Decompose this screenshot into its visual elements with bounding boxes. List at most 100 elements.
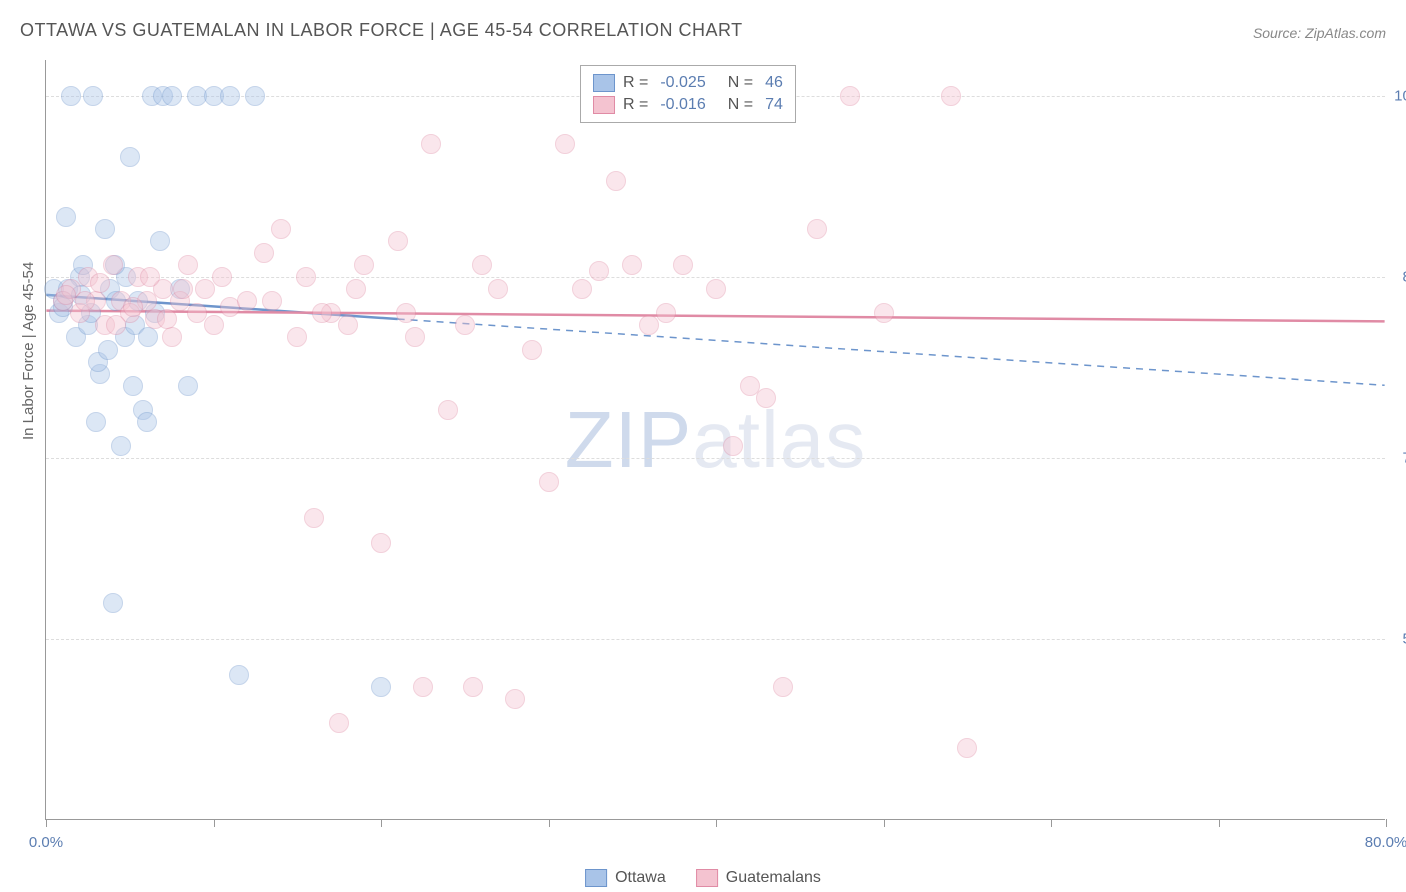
bottom-legend-item: Ottawa bbox=[585, 869, 666, 887]
scatter-point bbox=[173, 279, 193, 299]
scatter-point bbox=[98, 340, 118, 360]
legend-label: Ottawa bbox=[615, 869, 666, 887]
x-tick bbox=[1386, 819, 1387, 827]
scatter-point bbox=[157, 309, 177, 329]
scatter-point bbox=[539, 472, 559, 492]
scatter-point bbox=[106, 315, 126, 335]
scatter-point bbox=[178, 255, 198, 275]
grid-line bbox=[46, 277, 1385, 278]
n-value: 74 bbox=[765, 96, 783, 114]
x-tick bbox=[1219, 819, 1220, 827]
scatter-point bbox=[120, 147, 140, 167]
scatter-point bbox=[245, 86, 265, 106]
r-value: -0.016 bbox=[660, 96, 705, 114]
scatter-point bbox=[271, 219, 291, 239]
scatter-point bbox=[212, 267, 232, 287]
scatter-point bbox=[137, 412, 157, 432]
scatter-point bbox=[572, 279, 592, 299]
scatter-point bbox=[83, 86, 103, 106]
scatter-point bbox=[229, 665, 249, 685]
scatter-point bbox=[622, 255, 642, 275]
scatter-point bbox=[455, 315, 475, 335]
scatter-point bbox=[438, 400, 458, 420]
stats-legend: R =-0.025N =46R =-0.016N =74 bbox=[580, 65, 796, 123]
r-label: R = bbox=[623, 96, 648, 114]
scatter-point bbox=[606, 171, 626, 191]
scatter-point bbox=[472, 255, 492, 275]
scatter-point bbox=[371, 533, 391, 553]
scatter-point bbox=[673, 255, 693, 275]
scatter-point bbox=[75, 291, 95, 311]
scatter-point bbox=[505, 689, 525, 709]
scatter-point bbox=[86, 412, 106, 432]
scatter-point bbox=[123, 297, 143, 317]
stats-legend-row: R =-0.025N =46 bbox=[593, 72, 783, 94]
scatter-point bbox=[773, 677, 793, 697]
n-label: N = bbox=[728, 74, 753, 92]
y-tick-label: 85.0% bbox=[1402, 269, 1406, 286]
scatter-point bbox=[262, 291, 282, 311]
x-tick bbox=[381, 819, 382, 827]
scatter-point bbox=[405, 327, 425, 347]
scatter-point bbox=[488, 279, 508, 299]
scatter-point bbox=[840, 86, 860, 106]
x-tick bbox=[716, 819, 717, 827]
scatter-point bbox=[111, 436, 131, 456]
scatter-point bbox=[555, 134, 575, 154]
scatter-point bbox=[371, 677, 391, 697]
scatter-point bbox=[287, 327, 307, 347]
y-tick-label: 70.0% bbox=[1402, 450, 1406, 467]
x-tick-label: 80.0% bbox=[1365, 834, 1406, 851]
y-tick-label: 55.0% bbox=[1402, 631, 1406, 648]
legend-swatch bbox=[696, 869, 718, 887]
scatter-point bbox=[140, 267, 160, 287]
scatter-point bbox=[589, 261, 609, 281]
scatter-point bbox=[346, 279, 366, 299]
scatter-point bbox=[329, 713, 349, 733]
scatter-point bbox=[61, 86, 81, 106]
scatter-point bbox=[56, 207, 76, 227]
n-value: 46 bbox=[765, 74, 783, 92]
scatter-point bbox=[388, 231, 408, 251]
chart-title: OTTAWA VS GUATEMALAN IN LABOR FORCE | AG… bbox=[20, 20, 743, 41]
scatter-point bbox=[204, 315, 224, 335]
x-tick bbox=[884, 819, 885, 827]
legend-swatch bbox=[593, 74, 615, 92]
watermark: ZIPatlas bbox=[565, 394, 866, 486]
scatter-point bbox=[723, 436, 743, 456]
scatter-point bbox=[254, 243, 274, 263]
scatter-point bbox=[95, 219, 115, 239]
scatter-point bbox=[957, 738, 977, 758]
bottom-legend-item: Guatemalans bbox=[696, 869, 821, 887]
scatter-point bbox=[421, 134, 441, 154]
r-label: R = bbox=[623, 74, 648, 92]
bottom-legend: Ottawa Guatemalans bbox=[585, 869, 821, 887]
scatter-point bbox=[807, 219, 827, 239]
legend-swatch bbox=[585, 869, 607, 887]
y-tick-label: 100.0% bbox=[1394, 88, 1406, 105]
x-tick-label: 0.0% bbox=[29, 834, 63, 851]
scatter-point bbox=[354, 255, 374, 275]
scatter-point bbox=[338, 315, 358, 335]
x-tick bbox=[214, 819, 215, 827]
scatter-point bbox=[103, 593, 123, 613]
scatter-point bbox=[639, 315, 659, 335]
scatter-point bbox=[90, 273, 110, 293]
y-axis-label: In Labor Force | Age 45-54 bbox=[20, 262, 37, 440]
x-tick bbox=[46, 819, 47, 827]
scatter-point bbox=[56, 285, 76, 305]
scatter-point bbox=[162, 86, 182, 106]
scatter-point bbox=[413, 677, 433, 697]
scatter-point bbox=[162, 327, 182, 347]
scatter-point bbox=[296, 267, 316, 287]
scatter-point bbox=[874, 303, 894, 323]
scatter-point bbox=[103, 255, 123, 275]
scatter-point bbox=[656, 303, 676, 323]
x-tick bbox=[549, 819, 550, 827]
scatter-point bbox=[522, 340, 542, 360]
scatter-point bbox=[706, 279, 726, 299]
scatter-point bbox=[396, 303, 416, 323]
n-label: N = bbox=[728, 96, 753, 114]
scatter-point bbox=[237, 291, 257, 311]
trend-lines bbox=[46, 60, 1385, 819]
